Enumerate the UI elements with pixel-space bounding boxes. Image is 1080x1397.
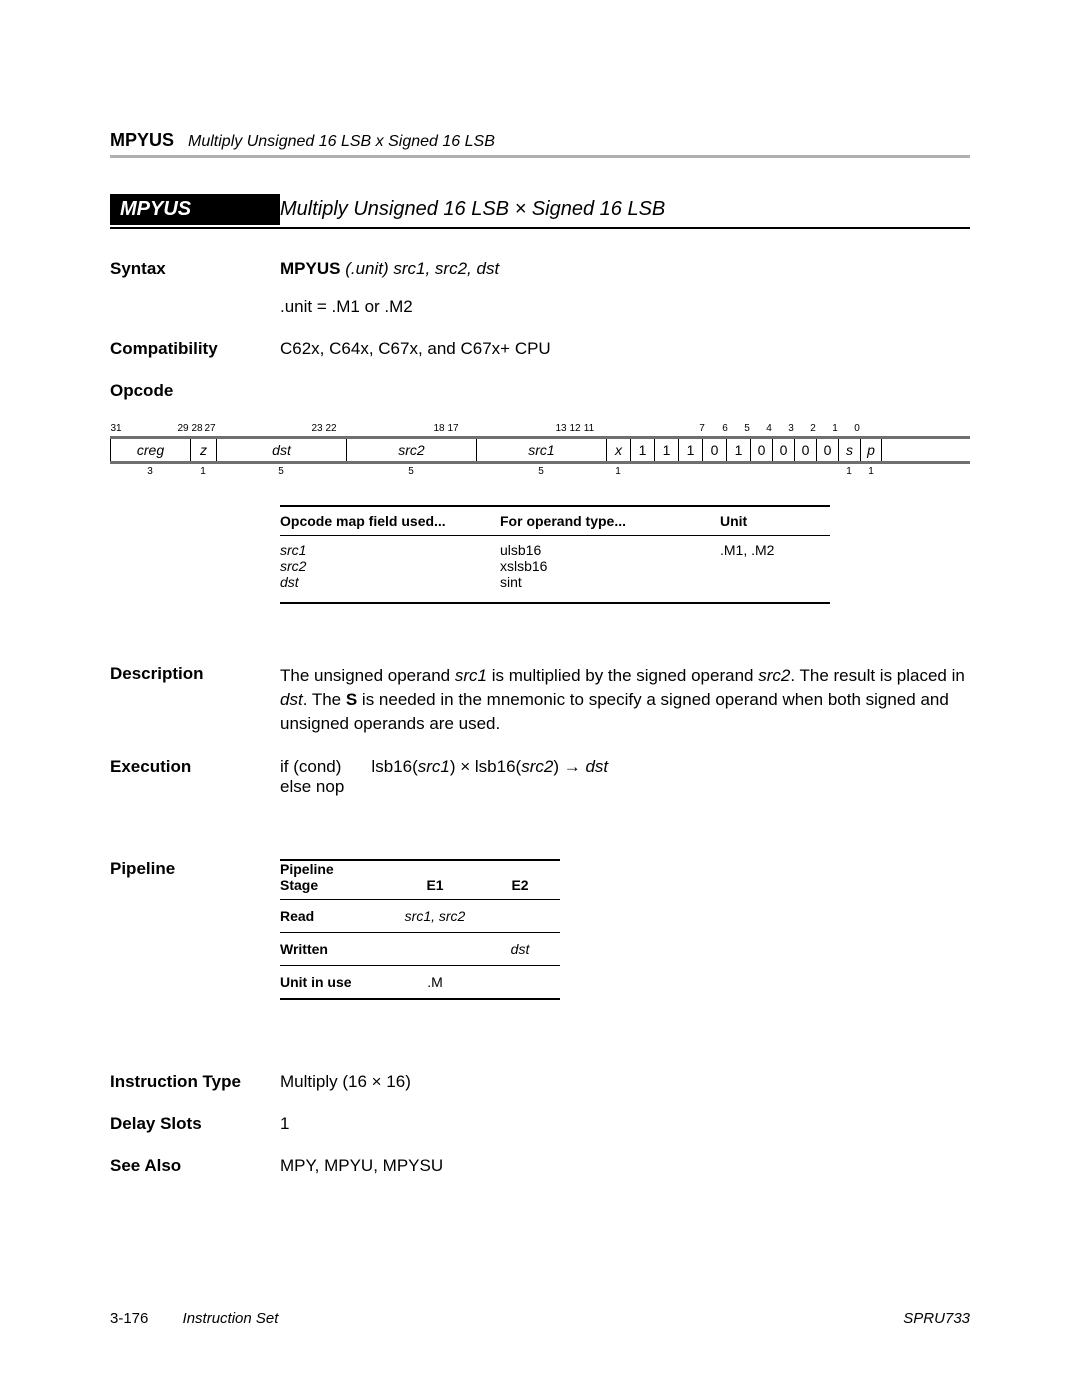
delayslots-value: 1: [280, 1114, 970, 1134]
description-row: Description The unsigned operand src1 is…: [110, 664, 970, 735]
title-mnemonic: MPYUS: [110, 194, 280, 225]
syntax-unit-line: .unit = .M1 or .M2: [280, 297, 970, 317]
opcode-cell: 0: [794, 439, 816, 461]
instrtype-label: Instruction Type: [110, 1072, 280, 1092]
page-footer: 3-176 Instruction Set SPRU733: [110, 1310, 970, 1327]
map-head-3: Unit: [720, 513, 830, 529]
opcode-cell: 0: [772, 439, 794, 461]
instrtype-row: Instruction Type Multiply (16 × 16): [110, 1072, 970, 1092]
seealso-label: See Also: [110, 1156, 280, 1176]
pipeline-label: Pipeline: [110, 859, 280, 1000]
description-label: Description: [110, 664, 280, 735]
title-row: MPYUS Multiply Unsigned 16 LSB × Signed …: [110, 194, 970, 229]
syntax-value: MPYUS (.unit) src1, src2, dst .unit = .M…: [280, 259, 970, 317]
page-header: MPYUS Multiply Unsigned 16 LSB x Signed …: [110, 130, 970, 158]
pipeline-row: Unit in use.M: [280, 966, 560, 1000]
header-desc: Multiply Unsigned 16 LSB x Signed 16 LSB: [188, 133, 495, 151]
opcode-cell: src1: [476, 439, 606, 461]
execution-row: Execution if (cond) lsb16(src1) × lsb16(…: [110, 757, 970, 797]
syntax-row: Syntax MPYUS (.unit) src1, src2, dst .un…: [110, 259, 970, 317]
pipeline-row: Writtendst: [280, 933, 560, 966]
syntax-label: Syntax: [110, 259, 280, 317]
opcode-table: cregzdstsrc2src1x111010000sp: [110, 436, 970, 464]
opcode-cell: 1: [630, 439, 654, 461]
pipeline-table: Pipeline Stage E1 E2 Readsrc1, src2Writt…: [280, 859, 970, 1000]
pipeline-row: Readsrc1, src2: [280, 900, 560, 933]
map-body-2: ulsb16 xslsb16 sint: [500, 542, 720, 590]
opcode-cell: 1: [726, 439, 750, 461]
footer-doc: SPRU733: [903, 1310, 970, 1327]
opcode-cell: z: [190, 439, 216, 461]
pipeline-row: Pipeline Pipeline Stage E1 E2 Readsrc1, …: [110, 859, 970, 1000]
syntax-args: (.unit) src1, src2, dst: [340, 259, 499, 278]
opcode-cell: 0: [750, 439, 772, 461]
seealso-row: See Also MPY, MPYU, MPYSU: [110, 1156, 970, 1176]
title-desc: Multiply Unsigned 16 LSB × Signed 16 LSB: [280, 198, 665, 221]
opcode-cell: x: [606, 439, 630, 461]
header-mnemonic: MPYUS: [110, 130, 174, 151]
opcode-label: Opcode: [110, 381, 280, 401]
compat-label: Compatibility: [110, 339, 280, 359]
map-body-3: .M1, .M2: [720, 542, 830, 590]
execution-label: Execution: [110, 757, 280, 797]
syntax-mnemonic: MPYUS: [280, 259, 340, 278]
delayslots-label: Delay Slots: [110, 1114, 280, 1134]
execution-value: if (cond) lsb16(src1) × lsb16(src2) → ds…: [280, 757, 970, 797]
instrtype-value: Multiply (16 × 16): [280, 1072, 970, 1092]
map-head-2: For operand type...: [500, 513, 720, 529]
compat-value: C62x, C64x, C67x, and C67x+ CPU: [280, 339, 970, 359]
opcode-cell: p: [860, 439, 882, 461]
opcode-cell: src2: [346, 439, 476, 461]
opcode-top-bits: 312928272322181713121176543210: [110, 423, 970, 434]
opcode-cell: dst: [216, 439, 346, 461]
opcode-cell: 1: [654, 439, 678, 461]
seealso-value: MPY, MPYU, MPYSU: [280, 1156, 970, 1176]
footer-page: 3-176: [110, 1310, 148, 1327]
opcode-cell: creg: [110, 439, 190, 461]
description-text: The unsigned operand src1 is multiplied …: [280, 664, 970, 735]
map-body-1: src1 src2 dst: [280, 542, 500, 590]
opcode-cell: 1: [678, 439, 702, 461]
opcode-bottom-widths: 31555111: [110, 466, 970, 477]
opcode-row: Opcode: [110, 381, 970, 401]
map-head-1: Opcode map field used...: [280, 513, 500, 529]
opcode-cell: 0: [702, 439, 726, 461]
compat-row: Compatibility C62x, C64x, C67x, and C67x…: [110, 339, 970, 359]
footer-section: Instruction Set: [183, 1310, 279, 1327]
opcode-cell: 0: [816, 439, 838, 461]
delayslots-row: Delay Slots 1: [110, 1114, 970, 1134]
opcode-map-table: Opcode map field used... For operand typ…: [280, 505, 830, 604]
opcode-cell: s: [838, 439, 860, 461]
